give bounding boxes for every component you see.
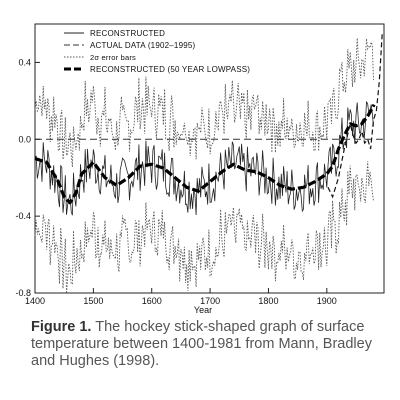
caption-label: Figure 1. (31, 319, 92, 335)
legend-label-lowpass: RECONSTRUCTED (50 YEAR LOWPASS) (90, 65, 250, 74)
actual-data-group (327, 33, 383, 199)
legend-label-error-bars: 2σ error bars (90, 53, 136, 62)
y-tick-label: -0.4 (15, 211, 31, 221)
legend-label-reconstructed: RECONSTRUCTED (90, 29, 165, 38)
x-tick-label: 1600 (142, 296, 162, 306)
error-bar-lower (34, 161, 374, 294)
legend-label-actual: ACTUAL DATA (1902–1995) (90, 41, 196, 50)
figure-caption: Figure 1. The hockey stick-shaped graph … (31, 319, 393, 370)
temperature-chart: 1400 1500 1600 1700 1800 1900 0.4 0.0 -0.4 -0.8 R… (15, 23, 385, 315)
error-bar-upper (34, 38, 374, 168)
caption-text: The hockey stick-shaped graph of surface… (31, 319, 372, 369)
legend: RECONSTRUCTED ACTUAL DATA (1902–1995) 2σ… (64, 29, 250, 74)
lowpass-line (34, 103, 376, 205)
x-tick-label: 1400 (25, 296, 45, 306)
lowpass-series-group (34, 103, 376, 205)
y-tick-label: -0.8 (15, 288, 31, 298)
x-tick-label: 1500 (83, 296, 103, 306)
y-tick-label: 0.0 (18, 134, 31, 144)
y-tick-label: 0.4 (18, 57, 31, 67)
error-bars-group (34, 38, 374, 294)
x-tick-label: 1700 (200, 296, 220, 306)
x-axis-label: Year (194, 305, 212, 315)
x-tick-label: 1900 (317, 296, 337, 306)
actual-data-line (327, 33, 383, 199)
x-tick-label: 1800 (258, 296, 278, 306)
axes-group: 1400 1500 1600 1700 1800 1900 0.4 0.0 -0.4 -0.8 (15, 57, 336, 306)
